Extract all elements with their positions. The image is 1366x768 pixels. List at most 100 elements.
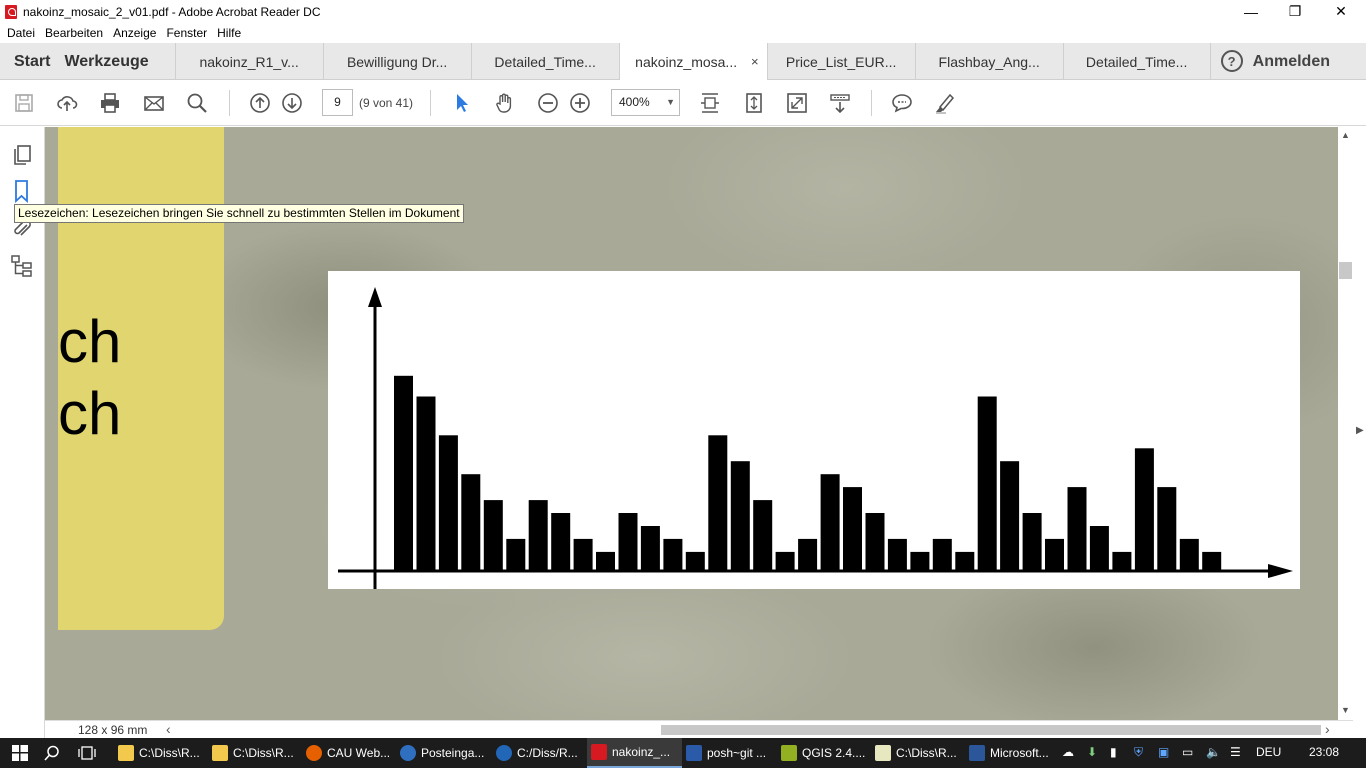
chart-bar — [1112, 551, 1132, 570]
usb-tray-icon[interactable]: ▮ — [1110, 745, 1117, 759]
page-count-label: (9 von 41) — [359, 96, 414, 110]
page-thumbnails-icon[interactable] — [10, 143, 34, 167]
slide-text-line-1: ch — [58, 308, 122, 375]
scroll-mode-icon[interactable] — [827, 90, 853, 116]
hand-icon[interactable] — [492, 90, 518, 116]
vertical-scroll-thumb[interactable] — [1339, 262, 1352, 279]
zoom-in-icon[interactable] — [567, 90, 593, 116]
page-number-input[interactable]: 9 — [322, 89, 353, 116]
navigation-pane: ◀ — [0, 127, 55, 738]
taskbar-app-button[interactable]: Microsoft... — [965, 738, 1052, 768]
save-icon[interactable] — [11, 90, 37, 116]
menu-bearbeiten[interactable]: Bearbeiten — [45, 26, 104, 40]
download-tray-icon[interactable]: ⬇ — [1087, 745, 1098, 759]
document-tab[interactable]: Detailed_Time... — [1062, 43, 1211, 80]
taskbar-app-button[interactable]: C:\Diss\R... — [208, 738, 302, 768]
search-icon[interactable] — [184, 90, 210, 116]
menu-anzeige[interactable]: Anzeige — [113, 26, 157, 40]
display-tray-icon[interactable]: ▭ — [1182, 745, 1194, 759]
document-tab-active[interactable]: nakoinz_mosa... × — [618, 43, 767, 81]
taskbar-app-button[interactable]: C:\Diss\R... — [871, 738, 965, 768]
chart-bar — [528, 500, 548, 570]
document-viewport[interactable]: ch ch — [45, 127, 1338, 720]
expand-right-pane-arrow[interactable]: ▶ — [1356, 425, 1364, 436]
chart-bar — [820, 474, 840, 570]
chart-bar — [394, 375, 413, 571]
menu-hilfe[interactable]: Hilfe — [217, 26, 242, 40]
task-view-icon[interactable] — [78, 738, 104, 768]
scroll-right-arrow[interactable]: › — [1325, 721, 1330, 737]
chart-bar — [663, 538, 683, 570]
chevron-down-icon[interactable]: ▼ — [666, 97, 675, 107]
close-button[interactable]: ✕ — [1335, 3, 1347, 19]
horizontal-scroll-thumb[interactable] — [661, 725, 1321, 735]
taskbar-app-button[interactable]: C:/Diss/R... — [492, 738, 587, 768]
vertical-scrollbar[interactable]: ▲ ▼ — [1338, 127, 1353, 720]
tab-start[interactable]: Start — [14, 52, 51, 70]
volume-icon[interactable]: 🔈 — [1206, 745, 1221, 759]
thunderbird-icon — [400, 745, 416, 761]
fit-page-icon[interactable] — [741, 90, 767, 116]
tab-bar: Start Werkzeuge nakoinz_R1_v... Bewillig… — [0, 43, 1366, 81]
bookmark-tooltip: Lesezeichen: Lesezeichen bringen Sie sch… — [14, 204, 464, 223]
document-tab-label: nakoinz_R1_v... — [199, 53, 299, 70]
taskbar-app-button[interactable]: CAU Web... — [302, 738, 396, 768]
print-icon[interactable] — [97, 90, 123, 116]
zoom-value: 400% — [619, 95, 650, 109]
powershell-icon — [686, 745, 702, 761]
document-tab-label: Bewilligung Dr... — [346, 53, 448, 70]
zoom-out-icon[interactable] — [535, 90, 561, 116]
close-tab-icon[interactable]: × — [751, 54, 759, 69]
tab-werkzeuge[interactable]: Werkzeuge — [64, 52, 149, 70]
onedrive-icon[interactable]: ☁ — [1062, 745, 1074, 759]
document-tab[interactable]: Flashbay_Ang... — [914, 43, 1063, 80]
taskbar-app-button[interactable]: Posteinga... — [396, 738, 492, 768]
scroll-up-arrow[interactable]: ▲ — [1341, 130, 1350, 140]
taskbar-app-label: QGIS 2.4.... — [802, 746, 866, 760]
menu-fenster[interactable]: Fenster — [166, 26, 208, 40]
page-size-label: 128 x 96 mm — [78, 723, 148, 737]
window-title: nakoinz_mosaic_2_v01.pdf - Adobe Acrobat… — [23, 4, 321, 19]
bookmark-icon[interactable] — [10, 179, 34, 204]
minimize-button[interactable]: — — [1244, 3, 1258, 20]
document-tab[interactable]: Bewilligung Dr... — [322, 43, 471, 80]
folder-icon — [118, 745, 134, 761]
upload-cloud-icon[interactable] — [54, 90, 80, 116]
taskbar-app-button[interactable]: C:\Diss\R... — [114, 738, 208, 768]
taskbar-app-button[interactable]: posh~git ... — [682, 738, 777, 768]
folder-icon — [212, 745, 228, 761]
notification-icon[interactable]: ☰ — [1230, 745, 1241, 759]
taskbar-app-button[interactable]: nakoinz_... — [587, 738, 682, 768]
search-icon[interactable] — [44, 738, 68, 768]
document-tab[interactable]: Detailed_Time... — [470, 43, 619, 80]
signin-button[interactable]: Anmelden — [1252, 52, 1330, 70]
scroll-down-arrow[interactable]: ▼ — [1341, 705, 1350, 715]
chart-bar — [1134, 448, 1154, 570]
help-icon[interactable]: ? — [1220, 50, 1243, 72]
page-up-icon[interactable] — [247, 90, 273, 116]
document-tab[interactable]: nakoinz_R1_v... — [174, 43, 323, 80]
fit-width-icon[interactable] — [697, 90, 723, 116]
document-tab[interactable]: Price_List_EUR... — [766, 43, 915, 80]
language-indicator[interactable]: DEU — [1256, 745, 1282, 759]
bar-chart-image — [328, 271, 1300, 589]
comment-icon[interactable] — [889, 90, 915, 116]
restore-button[interactable]: ❐ — [1288, 3, 1302, 19]
mail-icon[interactable] — [141, 90, 167, 116]
layers-icon[interactable] — [10, 254, 34, 278]
security-tray-icon[interactable]: ⛨ — [1134, 745, 1144, 759]
full-screen-icon[interactable] — [784, 90, 810, 116]
network-tray-icon[interactable]: ▣ — [1158, 745, 1170, 759]
chart-bar — [708, 435, 728, 570]
page-down-icon[interactable] — [279, 90, 305, 116]
clock[interactable]: 23:08 — [1309, 745, 1340, 759]
windows-start-button[interactable] — [0, 738, 40, 768]
scroll-left-arrow[interactable]: ‹ — [166, 721, 171, 737]
menu-datei[interactable]: Datei — [7, 26, 36, 40]
zoom-level-select[interactable]: 400% ▼ — [611, 89, 680, 116]
taskbar-app-button[interactable]: QGIS 2.4.... — [777, 738, 871, 768]
bar-chart — [338, 287, 1293, 589]
select-cursor-icon[interactable] — [449, 90, 475, 116]
highlight-pen-icon[interactable] — [932, 90, 958, 116]
